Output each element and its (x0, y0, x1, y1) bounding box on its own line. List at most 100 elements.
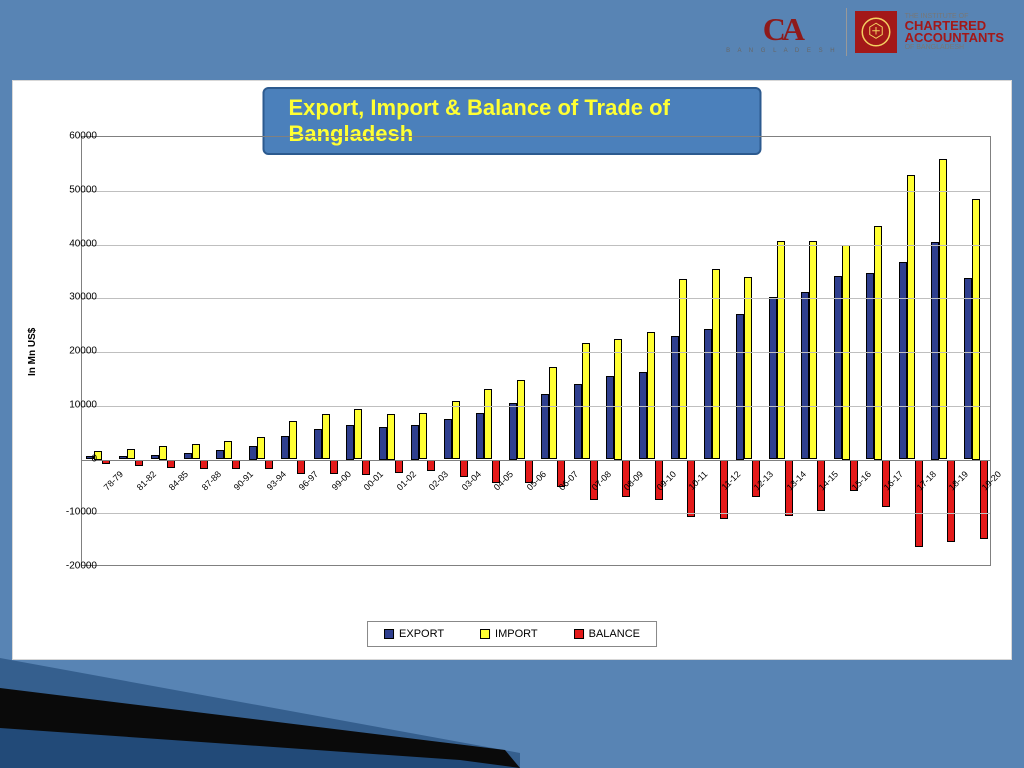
bar-import (777, 241, 785, 460)
legend-label-export: EXPORT (399, 628, 444, 640)
legend-swatch-import (480, 629, 490, 639)
legend-item-balance: BALANCE (574, 628, 640, 640)
bar-export (606, 376, 614, 460)
bar-import (484, 389, 492, 459)
bar-balance (330, 460, 338, 475)
bar-export (964, 278, 972, 459)
bar-export (704, 329, 712, 460)
y-tick-label: 40000 (69, 238, 97, 249)
divider (846, 8, 847, 56)
bar-balance (167, 460, 175, 469)
bar-export (899, 262, 907, 459)
bar-import (224, 441, 232, 459)
y-tick-label: 50000 (69, 184, 97, 195)
bar-import (939, 159, 947, 459)
bar-export (411, 425, 419, 460)
bar-import (127, 449, 135, 459)
bar-import (289, 421, 297, 459)
bar-import (387, 414, 395, 460)
ca-logo-text: CA (763, 11, 801, 48)
bar-import (517, 380, 525, 460)
bar-export (671, 336, 679, 459)
gridline (82, 298, 990, 299)
corner-decoration (0, 658, 520, 768)
bar-export (281, 436, 289, 460)
bar-import (744, 277, 752, 459)
bar-import (549, 367, 557, 459)
bar-export (444, 419, 452, 460)
bar-import (159, 446, 167, 459)
bar-balance (460, 460, 468, 478)
bar-balance (395, 460, 403, 473)
bar-export (509, 403, 517, 459)
legend-swatch-balance (574, 629, 584, 639)
legend-item-import: IMPORT (480, 628, 538, 640)
bar-import (354, 409, 362, 460)
bar-export (541, 394, 549, 459)
legend-item-export: EXPORT (384, 628, 444, 640)
bar-import (257, 437, 265, 460)
bar-import (419, 413, 427, 460)
y-tick-label: 10000 (69, 399, 97, 410)
legend-swatch-export (384, 629, 394, 639)
gridline (82, 191, 990, 192)
chart-panel: Export, Import & Balance of Trade of Ban… (12, 80, 1012, 660)
y-tick-label: 30000 (69, 292, 97, 303)
bar-import (582, 343, 590, 459)
bar-export (379, 427, 387, 459)
bar-balance (200, 460, 208, 469)
legend-label-import: IMPORT (495, 628, 538, 640)
gridline (82, 245, 990, 246)
bar-balance (265, 460, 273, 469)
bar-export (866, 273, 874, 460)
bar-balance (947, 460, 955, 543)
bar-import (809, 241, 817, 460)
bar-import (322, 414, 330, 459)
bar-balance (297, 460, 305, 475)
bar-balance (427, 460, 435, 472)
bar-balance (915, 460, 923, 547)
ca-logo: CA B A N G L A D E S H (726, 11, 837, 54)
plot-area (81, 136, 991, 566)
bar-import (679, 279, 687, 460)
gridline (82, 352, 990, 353)
bar-import (192, 444, 200, 460)
y-tick-label: -20000 (66, 561, 97, 572)
bar-export (834, 276, 842, 460)
bar-export (931, 242, 939, 460)
inst-line3: OF BANGLADESH (905, 44, 1004, 51)
bar-balance (232, 460, 240, 469)
bar-import (452, 401, 460, 460)
gridline (82, 513, 990, 514)
legend-label-balance: BALANCE (589, 628, 640, 640)
bar-balance (980, 460, 988, 540)
ca-logo-subtext: B A N G L A D E S H (726, 48, 837, 54)
bar-import (874, 226, 882, 460)
bar-balance (362, 460, 370, 476)
y-tick-label: 20000 (69, 346, 97, 357)
bar-export (216, 450, 224, 459)
bar-export (736, 314, 744, 459)
institute-text-block: THE INSTITUTE OF CHARTERED ACCOUNTANTS O… (905, 13, 1004, 52)
header-logos: CA B A N G L A D E S H THE INSTITUTE OF … (726, 8, 1004, 56)
gridline (82, 406, 990, 407)
bar-export (574, 384, 582, 460)
legend: EXPORT IMPORT BALANCE (367, 621, 657, 647)
bar-import (972, 199, 980, 460)
y-tick-label: 60000 (69, 131, 97, 142)
bar-import (614, 339, 622, 460)
y-tick-label: -10000 (66, 507, 97, 518)
bars-layer (82, 137, 990, 565)
bar-export (346, 425, 354, 460)
zero-line (82, 460, 990, 461)
inst-line2b: ACCOUNTANTS (905, 32, 1004, 44)
bar-export (801, 292, 809, 460)
y-axis-label: In Mn US$ (27, 328, 38, 376)
bar-export (314, 429, 322, 460)
y-tick-label: 0 (91, 453, 97, 464)
bar-import (907, 175, 915, 459)
bar-export (476, 413, 484, 460)
bar-export (769, 297, 777, 459)
bar-export (639, 372, 647, 459)
icab-seal-icon (855, 11, 897, 53)
